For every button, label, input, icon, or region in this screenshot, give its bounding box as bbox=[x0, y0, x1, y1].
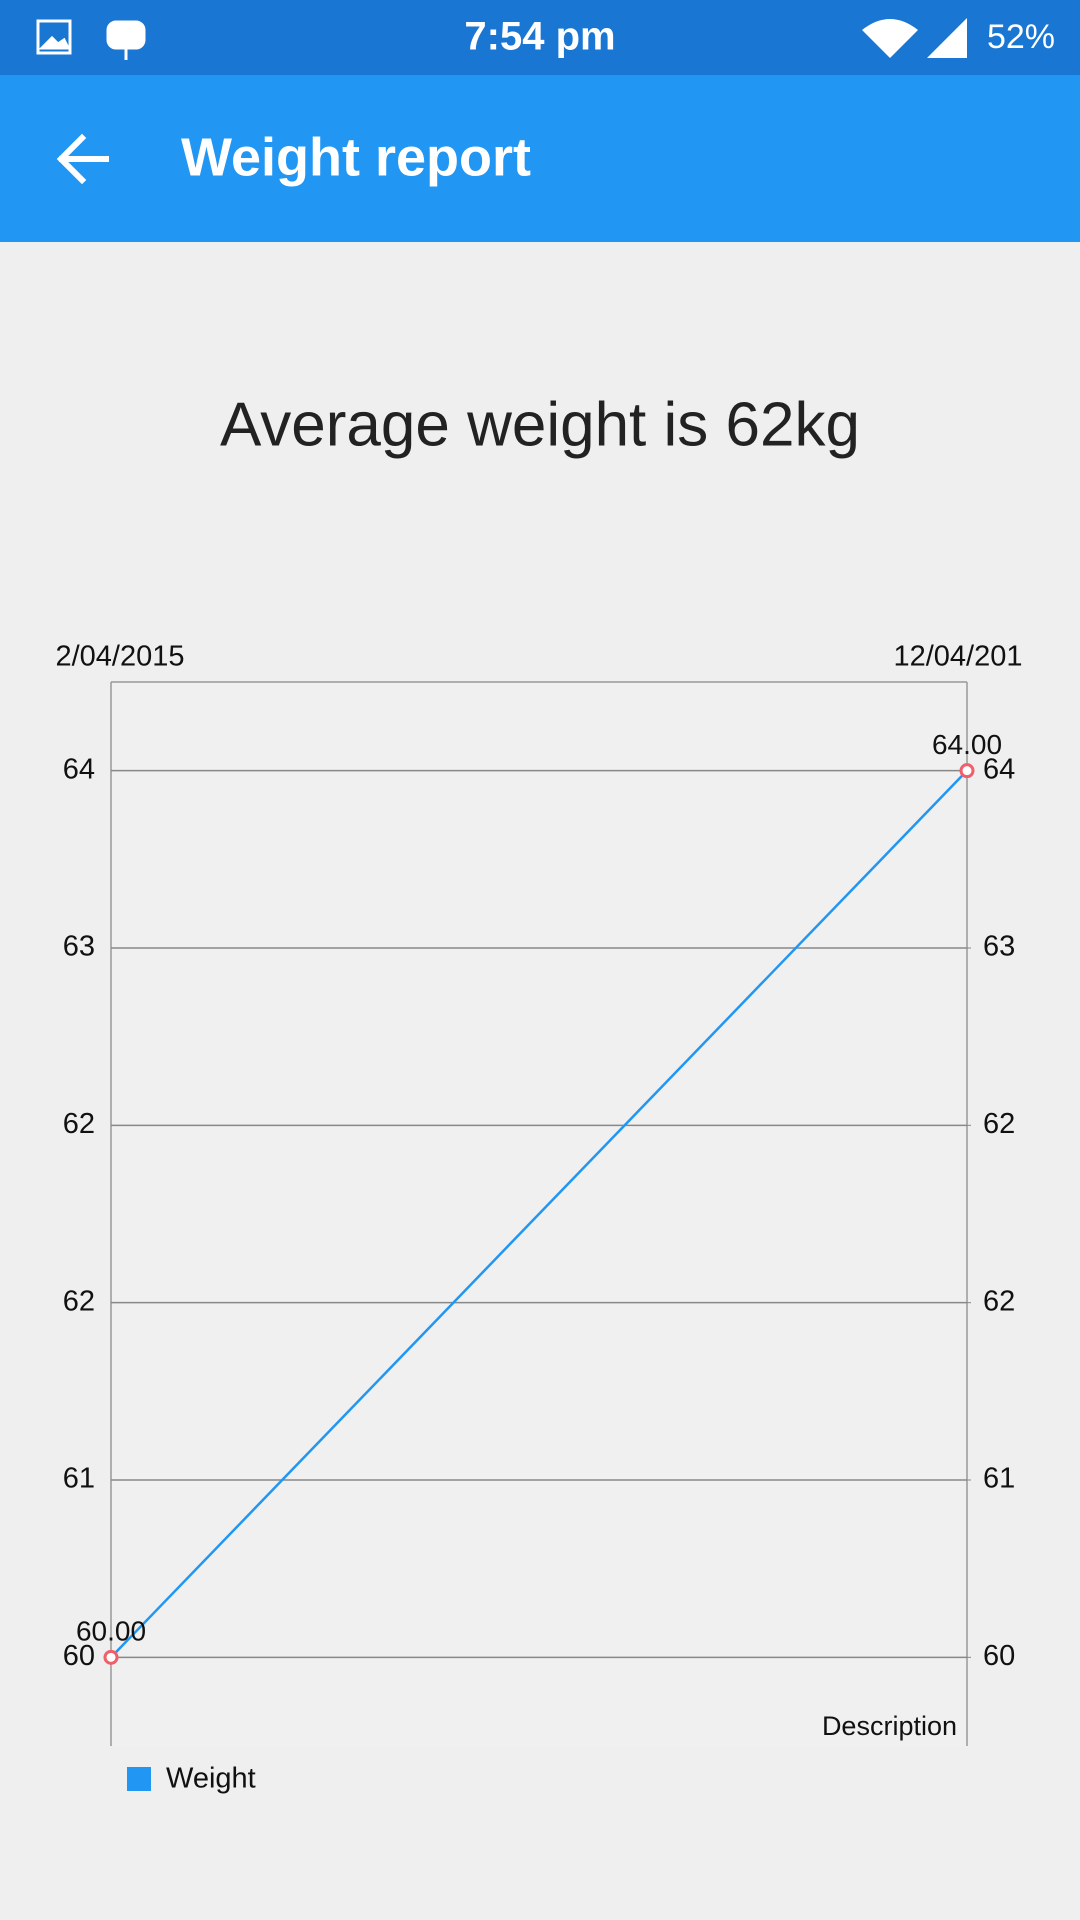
y2-tick-label: 60 bbox=[983, 1640, 1015, 1672]
app-bar bbox=[0, 75, 1080, 242]
status-time: 7:54 pm bbox=[464, 15, 615, 59]
gallery-icon-image bbox=[38, 35, 71, 50]
wifi-icon bbox=[862, 19, 918, 58]
y-tick-label: 63 bbox=[63, 931, 95, 963]
y-tick-label: 64 bbox=[63, 753, 95, 785]
app-title: Weight report bbox=[181, 127, 531, 187]
y-tick-label: 60 bbox=[63, 1640, 95, 1672]
back-button[interactable] bbox=[56, 133, 109, 185]
y2-tick-label: 61 bbox=[983, 1463, 1015, 1495]
chart: 60 61 62 62 63 64 60 61 62 62 63 64 2/04/2015 12/04/2… bbox=[55, 641, 1022, 1795]
robot-icon bbox=[106, 20, 146, 50]
data-point bbox=[959, 763, 975, 779]
signal-icon bbox=[927, 18, 967, 58]
summary-text: Average weight is 62kg bbox=[220, 390, 860, 459]
gallery-icon bbox=[36, 19, 72, 55]
data-point bbox=[103, 1649, 119, 1665]
y-tick-label: 62 bbox=[63, 1108, 95, 1140]
legend-label: Weight bbox=[166, 1763, 256, 1795]
y-tick-label: 61 bbox=[63, 1463, 95, 1495]
y2-tick-label: 63 bbox=[983, 931, 1015, 963]
y-tick-label: 62 bbox=[63, 1285, 95, 1317]
status-icons bbox=[36, 19, 146, 60]
value-label: 64.00 bbox=[932, 729, 1002, 760]
y2-tick-label: 62 bbox=[983, 1108, 1015, 1140]
x-tick-label: 2/04/2015 bbox=[55, 641, 184, 673]
data-line bbox=[110, 769, 968, 1659]
x-tick-label: 12/04/201 bbox=[893, 641, 1022, 673]
value-label: 60.00 bbox=[76, 1616, 146, 1647]
y2-tick-label: 62 bbox=[983, 1285, 1015, 1317]
battery-level: 52% bbox=[987, 18, 1055, 56]
legend-swatch bbox=[127, 1767, 151, 1791]
y2-tick-label: 64 bbox=[983, 753, 1015, 785]
chart-description: Description bbox=[822, 1711, 957, 1741]
